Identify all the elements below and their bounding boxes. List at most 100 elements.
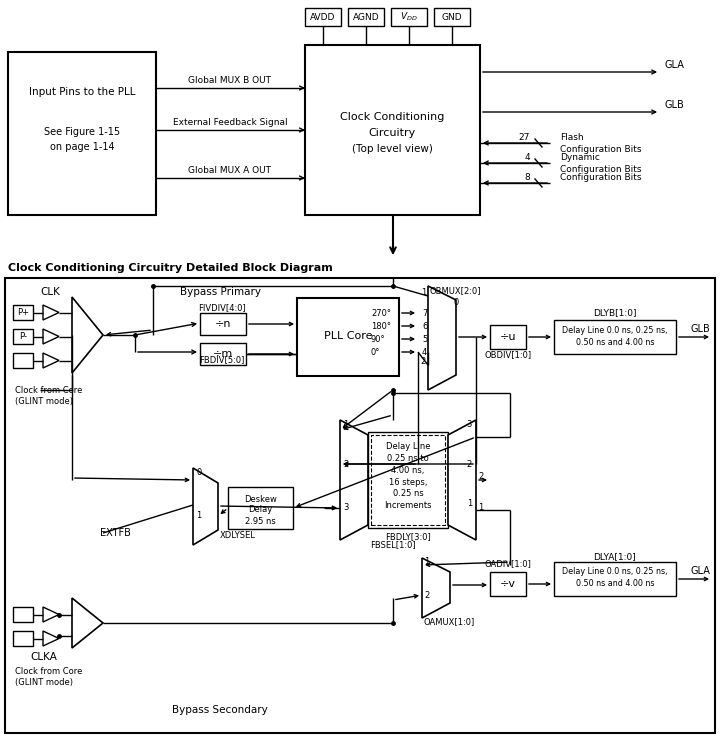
Text: External Feedback Signal: External Feedback Signal	[173, 118, 287, 127]
Text: 0.50 ns and 4.00 ns: 0.50 ns and 4.00 ns	[576, 337, 654, 346]
Text: PLL Core: PLL Core	[324, 331, 372, 341]
Polygon shape	[43, 607, 59, 622]
Text: ÷n: ÷n	[215, 319, 231, 329]
Text: on page 1-14: on page 1-14	[50, 142, 114, 152]
Text: 2.95 ns: 2.95 ns	[245, 517, 276, 526]
Text: (GLINT mode): (GLINT mode)	[15, 397, 73, 406]
Text: OBMUX[2:0]: OBMUX[2:0]	[430, 286, 482, 295]
Text: AVDD: AVDD	[310, 13, 336, 21]
Text: 90°: 90°	[371, 334, 386, 343]
Text: ÷m: ÷m	[213, 349, 233, 359]
Text: See Figure 1-15: See Figure 1-15	[44, 127, 120, 137]
Text: FBDLY[3:0]: FBDLY[3:0]	[385, 533, 431, 542]
Text: 2: 2	[467, 460, 472, 468]
Bar	[434, 8, 470, 26]
Text: 8: 8	[524, 172, 530, 181]
Text: FBSEL[1:0]: FBSEL[1:0]	[370, 540, 416, 550]
Text: 3: 3	[467, 420, 472, 428]
Polygon shape	[43, 329, 59, 344]
Text: CLK: CLK	[40, 287, 60, 297]
Text: (Top level view): (Top level view)	[352, 144, 433, 154]
Bar	[554, 562, 676, 596]
Text: Flash: Flash	[560, 132, 584, 141]
Text: Configuration Bits: Configuration Bits	[560, 164, 642, 173]
Text: Input Pins to the PLL: Input Pins to the PLL	[29, 87, 135, 97]
Text: $V_{DD}$: $V_{DD}$	[400, 11, 418, 23]
Text: 0°: 0°	[371, 348, 380, 357]
Polygon shape	[72, 297, 103, 373]
Bar	[13, 329, 33, 344]
Bar	[305, 45, 480, 215]
Bar	[13, 353, 33, 368]
Bar	[490, 572, 526, 596]
Text: 4: 4	[422, 348, 427, 357]
Text: 5: 5	[422, 334, 427, 343]
Text: 27: 27	[518, 132, 530, 141]
Bar	[297, 298, 399, 376]
Text: (GLINT mode): (GLINT mode)	[15, 679, 73, 687]
Text: Clock from Core: Clock from Core	[15, 667, 82, 676]
Text: 4: 4	[524, 152, 530, 161]
Text: OADIV[1:0]: OADIV[1:0]	[485, 559, 531, 568]
Text: DLYA[1:0]: DLYA[1:0]	[593, 553, 636, 562]
Text: P+: P+	[17, 308, 29, 317]
Text: 1: 1	[467, 500, 472, 508]
Polygon shape	[422, 558, 450, 618]
Bar	[200, 343, 246, 365]
Text: GND: GND	[441, 13, 462, 21]
Bar	[554, 320, 676, 354]
Polygon shape	[448, 420, 476, 540]
Bar	[490, 325, 526, 349]
Text: GLA: GLA	[690, 566, 710, 576]
Text: 1: 1	[424, 557, 429, 567]
Text: ÷v: ÷v	[500, 579, 516, 589]
Bar	[8, 52, 156, 215]
Text: FIVDIV[4:0]: FIVDIV[4:0]	[198, 303, 246, 312]
Bar	[228, 487, 293, 529]
Text: 2: 2	[420, 357, 426, 366]
Text: OBDIV[1:0]: OBDIV[1:0]	[485, 351, 531, 360]
Text: GLB: GLB	[665, 100, 685, 110]
Text: AGND: AGND	[353, 13, 379, 21]
Bar	[371, 435, 445, 525]
Text: 2: 2	[343, 460, 348, 468]
Text: 2: 2	[478, 471, 483, 480]
Text: Delay Line 0.0 ns, 0.25 ns,: Delay Line 0.0 ns, 0.25 ns,	[562, 326, 667, 334]
Text: 0.50 ns and 4.00 ns: 0.50 ns and 4.00 ns	[576, 579, 654, 588]
Text: GLB: GLB	[690, 324, 710, 334]
Text: Delay Line: Delay Line	[386, 442, 431, 451]
Text: 270°: 270°	[371, 309, 391, 317]
Polygon shape	[193, 468, 218, 545]
Bar	[348, 8, 384, 26]
Polygon shape	[43, 305, 59, 320]
Bar	[13, 607, 33, 622]
Text: 1: 1	[196, 511, 202, 520]
Text: 1: 1	[420, 288, 426, 297]
Text: DLYB[1:0]: DLYB[1:0]	[593, 309, 636, 317]
Text: ÷u: ÷u	[500, 332, 516, 342]
Text: 0: 0	[196, 468, 202, 477]
Text: Global MUX A OUT: Global MUX A OUT	[189, 166, 271, 175]
Text: Global MUX B OUT: Global MUX B OUT	[189, 75, 271, 84]
Text: 0.25 ns to: 0.25 ns to	[387, 454, 429, 462]
Text: Clock from Core: Clock from Core	[15, 386, 82, 394]
Text: Clock Conditioning: Clock Conditioning	[341, 112, 445, 122]
Text: 2: 2	[424, 591, 429, 599]
Text: 4.00 ns,: 4.00 ns,	[391, 465, 425, 474]
Text: XDLYSEL: XDLYSEL	[220, 531, 256, 539]
Text: Bypass Primary: Bypass Primary	[179, 287, 261, 297]
Text: FBDIV[5:0]: FBDIV[5:0]	[199, 355, 245, 365]
Text: Increments: Increments	[384, 502, 432, 511]
Text: EXTFB: EXTFB	[100, 528, 131, 538]
Text: 180°: 180°	[371, 321, 391, 331]
Polygon shape	[340, 420, 368, 540]
Bar	[200, 313, 246, 335]
Text: 1: 1	[478, 503, 483, 513]
Bar	[305, 8, 341, 26]
Text: Bypass Secondary: Bypass Secondary	[172, 705, 268, 715]
Text: 1: 1	[343, 420, 348, 428]
Text: 16 steps,: 16 steps,	[389, 477, 427, 486]
Text: OAMUX[1:0]: OAMUX[1:0]	[424, 617, 475, 627]
Text: Deskew: Deskew	[244, 494, 277, 503]
Text: 3: 3	[343, 503, 348, 513]
